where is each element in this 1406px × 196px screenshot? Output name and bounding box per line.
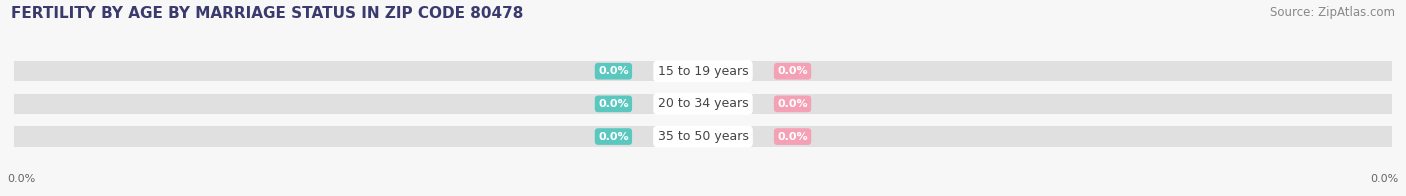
Bar [14,126,1392,147]
Bar [14,94,1392,114]
Text: Source: ZipAtlas.com: Source: ZipAtlas.com [1270,6,1395,19]
Text: 0.0%: 0.0% [598,132,628,142]
Legend: Married, Unmarried: Married, Unmarried [616,194,790,196]
Text: 0.0%: 0.0% [778,66,808,76]
Text: 0.0%: 0.0% [778,99,808,109]
Text: 0.0%: 0.0% [7,174,35,184]
Text: 15 to 19 years: 15 to 19 years [658,65,748,78]
Text: 0.0%: 0.0% [598,99,628,109]
Text: 0.0%: 0.0% [1371,174,1399,184]
Bar [14,61,1392,81]
Text: FERTILITY BY AGE BY MARRIAGE STATUS IN ZIP CODE 80478: FERTILITY BY AGE BY MARRIAGE STATUS IN Z… [11,6,523,21]
Text: 35 to 50 years: 35 to 50 years [658,130,748,143]
Text: 20 to 34 years: 20 to 34 years [658,97,748,110]
Text: 0.0%: 0.0% [778,132,808,142]
Text: 0.0%: 0.0% [598,66,628,76]
